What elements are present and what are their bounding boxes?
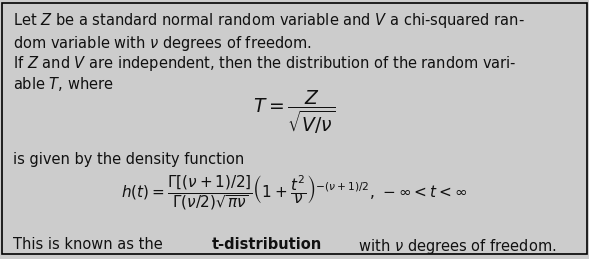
Text: If $Z$ and $V$ are independent, then the distribution of the random vari-: If $Z$ and $V$ are independent, then the… (13, 54, 517, 73)
Text: with $\nu$ degrees of freedom.: with $\nu$ degrees of freedom. (355, 237, 557, 256)
FancyBboxPatch shape (2, 3, 587, 254)
Text: able $T$, where: able $T$, where (13, 75, 114, 93)
Text: $T = \dfrac{Z}{\sqrt{V/\nu}}$: $T = \dfrac{Z}{\sqrt{V/\nu}}$ (253, 89, 336, 136)
Text: t-distribution: t-distribution (212, 237, 322, 252)
Text: Let $Z$ be a standard normal random variable and $V$ a chi-squared ran-: Let $Z$ be a standard normal random vari… (13, 11, 525, 30)
Text: $h(t) = \dfrac{\Gamma\left[(\nu+1)/2\right]}{\Gamma(\nu/2)\sqrt{\pi\nu}}\left(1+: $h(t) = \dfrac{\Gamma\left[(\nu+1)/2\rig… (121, 174, 468, 212)
Text: dom variable with $\nu$ degrees of freedom.: dom variable with $\nu$ degrees of freed… (13, 34, 312, 53)
Text: This is known as the: This is known as the (13, 237, 167, 252)
Text: is given by the density function: is given by the density function (13, 152, 244, 167)
